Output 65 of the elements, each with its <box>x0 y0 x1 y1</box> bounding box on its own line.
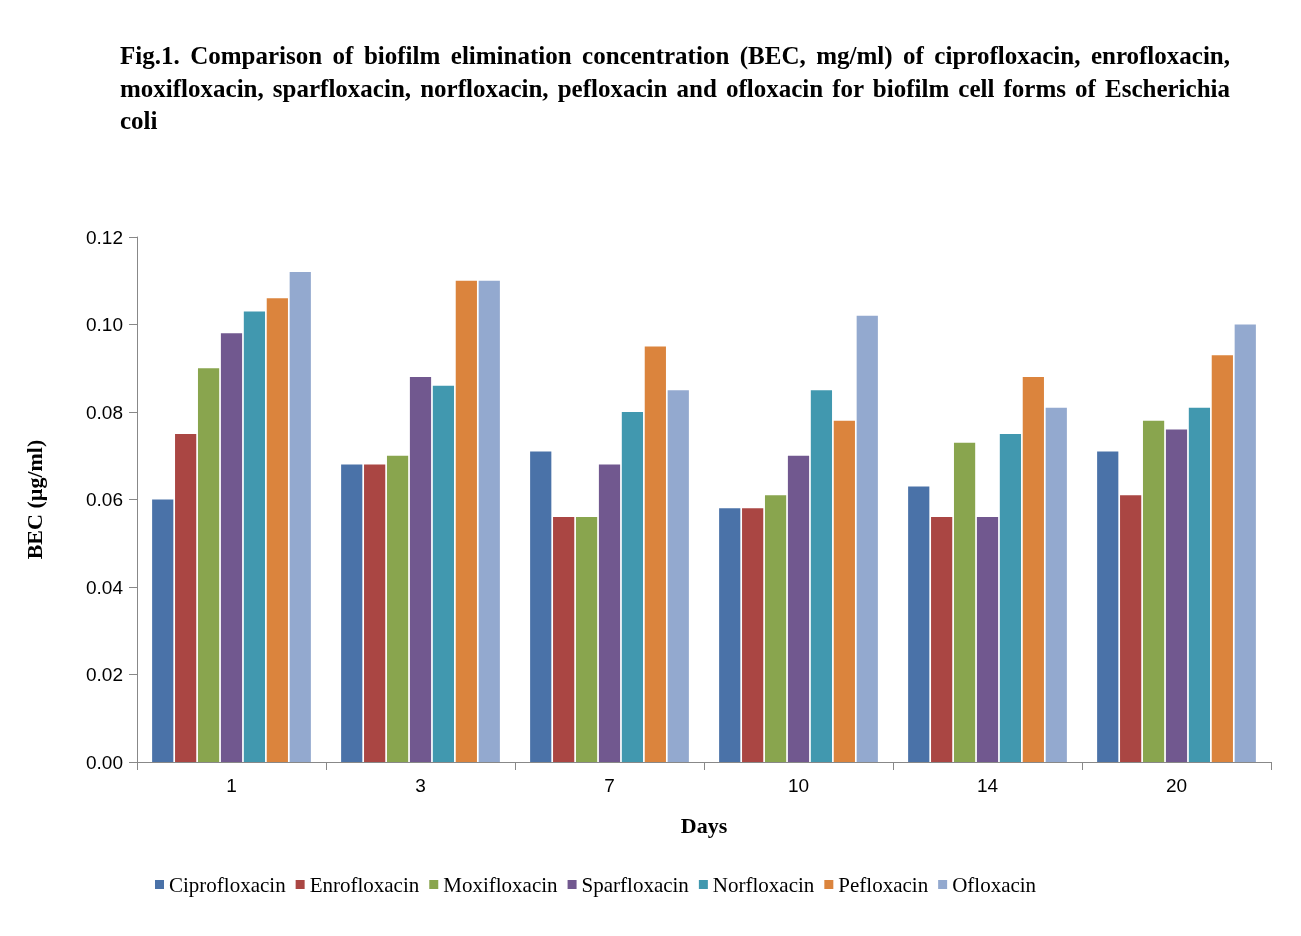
bar <box>1188 407 1211 762</box>
y-tick-label: 0.08 <box>86 401 123 423</box>
bar <box>386 455 409 762</box>
bar <box>152 499 174 762</box>
bar <box>833 420 855 762</box>
bar <box>1045 407 1067 762</box>
bar <box>1142 420 1165 762</box>
bar <box>719 508 741 762</box>
x-tick-label: 14 <box>976 775 999 796</box>
bar <box>220 333 243 762</box>
y-tick-label: 0.04 <box>86 576 124 598</box>
bar <box>742 508 764 762</box>
bar <box>432 385 455 762</box>
y-tick-label: 0.02 <box>86 664 123 685</box>
bar <box>553 517 575 762</box>
bar <box>764 495 787 762</box>
bar <box>931 517 953 762</box>
bar <box>856 315 878 762</box>
bar <box>667 390 689 762</box>
y-tick-label: 0.12 <box>86 226 123 248</box>
bar <box>197 368 220 762</box>
bar <box>787 455 810 762</box>
legend-label: Norfloxacin <box>712 872 815 897</box>
bar <box>1022 377 1044 762</box>
bar <box>1211 355 1233 762</box>
y-tick-label: 0.10 <box>86 314 123 335</box>
bar <box>1120 495 1142 762</box>
x-axis-title: Days <box>680 812 728 838</box>
legend-label: Moxifloxacin <box>443 872 559 897</box>
bar <box>810 390 833 762</box>
y-axis-title: BEC (µg/ml) <box>21 439 47 560</box>
legend-label: Enrofloxacin <box>309 872 420 897</box>
bar <box>1234 324 1256 762</box>
y-tick-label: 0.06 <box>86 489 123 510</box>
bar <box>266 298 288 762</box>
bar <box>1165 429 1188 762</box>
bar <box>908 486 930 762</box>
bar <box>409 377 432 762</box>
chart-title: Fig.1. Comparison of biofilm elimination concentration (BEC, mg/ml) of ciprofloxacin, enrofloxacin, moxifloxacin, sparfloxacin, norfloxacin, pefloxacin and ofloxacin for biofilm cell forms of Escherichia coli <box>120 41 1230 136</box>
bar <box>478 280 500 762</box>
bar <box>644 346 666 762</box>
x-tick-label: 3 <box>415 775 426 796</box>
bar <box>999 433 1022 762</box>
bar <box>341 464 363 762</box>
bar <box>598 464 621 762</box>
x-tick-label: 7 <box>604 775 615 796</box>
bar <box>953 442 976 762</box>
bar <box>1097 451 1119 762</box>
legend-label: Sparfloxacin <box>581 872 690 897</box>
legend-label: Pefloxacin <box>838 872 929 897</box>
legend-label: Ciprofloxacin <box>169 872 287 897</box>
bar <box>289 272 311 762</box>
x-tick-label: 20 <box>1165 775 1188 796</box>
bar <box>243 311 266 762</box>
bar <box>976 517 999 762</box>
bar <box>575 517 598 762</box>
legend-label: Ofloxacin <box>952 872 1037 897</box>
y-tick-label: 0.00 <box>86 751 123 773</box>
bar <box>530 451 552 762</box>
bar <box>364 464 386 762</box>
x-tick-label: 1 <box>226 775 237 796</box>
x-tick-label: 10 <box>787 775 810 796</box>
bar <box>455 280 477 762</box>
bar <box>621 412 644 762</box>
bar <box>175 433 197 762</box>
